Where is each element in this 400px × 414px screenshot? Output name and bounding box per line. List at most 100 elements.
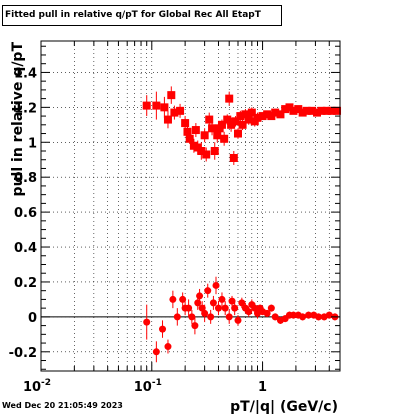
data-point-square — [213, 131, 222, 140]
y-tick-label: 1.4 — [14, 66, 37, 81]
data-point-square — [231, 117, 240, 126]
x-axis-title: pT/|q| (GeV/c) — [230, 399, 338, 414]
data-point-square — [191, 126, 200, 135]
x-tick-label: 10-2 — [23, 378, 51, 395]
y-tick-label: 0.4 — [14, 241, 37, 256]
data-marks — [142, 86, 342, 363]
data-point-square — [160, 103, 169, 112]
data-point-circle — [238, 299, 246, 307]
data-point-square — [233, 129, 242, 138]
data-point-square — [244, 115, 253, 124]
data-point-square — [313, 108, 322, 117]
data-point-circle — [225, 313, 233, 321]
data-point-square — [294, 105, 303, 114]
data-point-circle — [143, 318, 151, 326]
data-point-circle — [315, 313, 323, 321]
y-tick-label: 0.2 — [14, 276, 37, 291]
data-point-circle — [185, 304, 193, 312]
data-point-square — [176, 106, 185, 115]
y-axis-title: pull in relative q/pT — [10, 42, 26, 197]
data-point-circle — [221, 304, 229, 312]
data-point-square — [205, 115, 214, 124]
data-point-square — [210, 147, 219, 155]
data-point-square — [185, 134, 194, 143]
data-point-square — [202, 150, 211, 159]
data-point-square — [263, 110, 272, 119]
data-point-square — [253, 113, 262, 122]
data-point-circle — [196, 292, 204, 300]
data-point-square — [276, 110, 285, 119]
grid-lines — [40, 41, 341, 371]
data-point-square — [200, 131, 209, 140]
data-point-circle — [191, 322, 199, 330]
data-point-square — [258, 112, 267, 121]
data-point-square — [229, 153, 238, 162]
data-point-circle — [198, 304, 206, 312]
data-point-circle — [209, 299, 217, 307]
y-tick-label: 0.6 — [14, 206, 37, 221]
data-point-square — [220, 134, 229, 143]
data-point-circle — [159, 325, 167, 333]
data-point-square — [225, 94, 234, 103]
data-point-circle — [201, 309, 209, 317]
data-point-circle — [214, 304, 222, 312]
y-tick-label: 1 — [28, 136, 37, 151]
data-point-square — [217, 120, 226, 129]
data-point-square — [167, 91, 176, 100]
data-point-square — [181, 119, 190, 128]
y-tick-label: 0.8 — [14, 171, 37, 186]
data-point-circle — [207, 313, 215, 321]
data-point-square — [236, 112, 245, 121]
x-tick-exponent: -2 — [41, 378, 51, 388]
data-point-circle — [169, 295, 177, 303]
data-point-circle — [204, 287, 212, 295]
data-point-square — [327, 106, 336, 115]
chart-title: Fitted pull in relative q/pT for Global … — [2, 5, 282, 26]
data-point-square — [241, 110, 250, 119]
data-point-square — [281, 105, 290, 114]
data-point-square — [152, 101, 161, 110]
data-point-circle — [299, 313, 307, 321]
data-point-circle — [263, 309, 271, 317]
data-point-square — [223, 115, 232, 124]
timestamp-label: Wed Dec 20 21:05:49 2023 — [2, 401, 123, 410]
data-point-square — [142, 101, 151, 110]
data-point-square — [322, 106, 331, 115]
data-point-circle — [234, 316, 242, 324]
data-point-circle — [267, 304, 275, 312]
data-point-circle — [179, 295, 187, 303]
data-point-circle — [218, 295, 226, 303]
y-tick-label: -0.2 — [9, 346, 37, 361]
data-point-square — [197, 147, 206, 155]
data-point-circle — [271, 313, 279, 321]
data-point-circle — [212, 281, 220, 289]
data-point-square — [170, 108, 179, 117]
data-point-square — [317, 106, 326, 115]
data-point-square — [163, 115, 172, 124]
data-point-square — [183, 127, 192, 136]
data-point-circle — [152, 348, 160, 356]
data-point-square — [302, 106, 311, 115]
data-point-square — [238, 120, 247, 129]
data-point-square — [208, 124, 217, 133]
data-point-circle — [251, 304, 259, 312]
data-point-square — [308, 106, 317, 115]
data-point-circle — [289, 311, 297, 319]
data-point-circle — [188, 313, 196, 321]
data-point-square — [298, 108, 307, 117]
x-tick-label: 10-1 — [134, 378, 162, 395]
data-point-circle — [245, 308, 253, 316]
data-point-square — [289, 106, 298, 115]
plot-frame-rect — [40, 40, 341, 372]
y-tick-label: 0 — [28, 311, 37, 326]
data-point-circle — [173, 313, 181, 321]
data-point-circle — [164, 343, 172, 351]
axis-ticks — [40, 41, 341, 371]
data-point-circle — [305, 311, 313, 319]
data-point-square — [271, 108, 280, 117]
data-point-square — [227, 120, 236, 129]
x-tick-label: 1 — [258, 380, 267, 395]
x-tick-exponent: -1 — [152, 378, 162, 388]
plot-frame — [40, 40, 341, 372]
